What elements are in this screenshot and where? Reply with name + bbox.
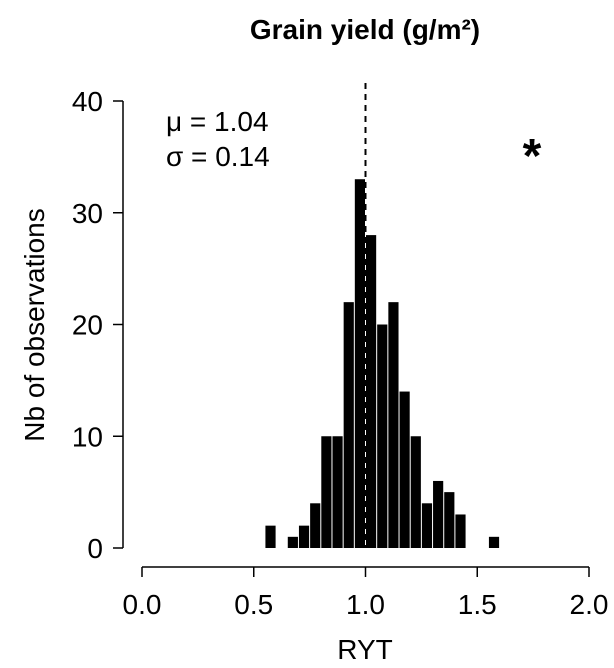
histogram-bar (298, 525, 310, 548)
chart-title: Grain yield (g/m²) (250, 14, 480, 45)
histogram-bar (332, 436, 343, 548)
histogram-bar (410, 436, 421, 548)
sd-label: σ = 0.14 (166, 141, 270, 172)
histogram-bar (377, 324, 388, 548)
x-axis: 0.0 0.5 1.0 1.5 2.0 (123, 566, 609, 620)
x-tick-label: 2.0 (570, 589, 609, 620)
x-axis-label: RYT (337, 634, 393, 665)
y-tick-label: 20 (72, 310, 103, 341)
histogram-bar (343, 302, 354, 548)
y-tick-label: 40 (72, 86, 103, 117)
y-axis: 0 10 20 30 40 (72, 86, 124, 564)
histogram-bar (399, 391, 410, 548)
histogram-bar (444, 492, 455, 548)
histogram-bar (321, 436, 332, 548)
mean-label: μ = 1.04 (166, 106, 269, 137)
x-tick-label: 1.5 (458, 589, 497, 620)
significance-mark: * (523, 130, 542, 183)
y-tick-label: 30 (72, 198, 103, 229)
histogram-bar (421, 503, 433, 548)
x-tick-label: 0.0 (123, 589, 162, 620)
histogram-bar (310, 503, 321, 548)
histogram-bar (488, 536, 500, 548)
x-tick-label: 0.5 (234, 589, 273, 620)
y-tick-label: 0 (87, 533, 103, 564)
histogram-bar (455, 514, 466, 548)
histogram-bar (287, 536, 298, 548)
histogram-bar (433, 480, 444, 548)
histogram-bars (265, 179, 500, 548)
histogram-bar (366, 235, 377, 548)
histogram-bar (265, 525, 276, 548)
y-axis-label: Nb of observations (19, 208, 50, 441)
histogram-bar (354, 179, 365, 548)
histogram-bar (388, 302, 399, 548)
x-tick-label: 1.0 (346, 589, 385, 620)
y-tick-label: 10 (72, 421, 103, 452)
